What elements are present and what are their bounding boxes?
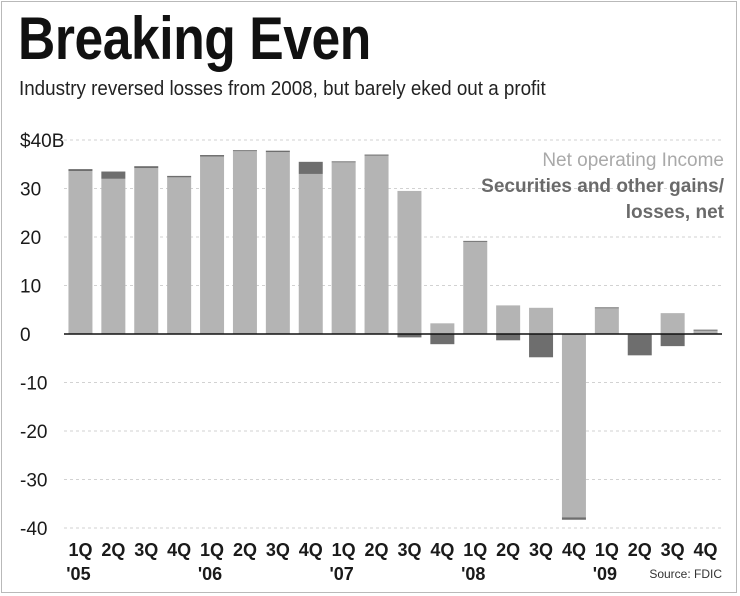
bar-securities-gains-losses	[430, 334, 455, 345]
bar-securities-gains-losses	[331, 161, 356, 163]
bar-net-operating-income	[660, 313, 685, 334]
bar-securities-gains-losses	[627, 334, 652, 356]
bar-net-operating-income	[594, 308, 619, 334]
x-tick-label: 3Q	[266, 540, 290, 560]
x-year-label: '06	[198, 564, 222, 584]
chart-subtitle: Industry reversed losses from 2008, but …	[19, 78, 546, 100]
y-tick-label: -10	[20, 374, 47, 395]
legend-net-operating-income: Net operating Income	[542, 150, 724, 171]
bar-securities-gains-losses	[496, 334, 521, 341]
y-tick-label: 0	[20, 325, 31, 346]
bar-net-operating-income	[430, 323, 455, 334]
x-tick-label: 1Q	[68, 540, 92, 560]
bar-securities-gains-losses	[529, 334, 554, 358]
bar-net-operating-income	[496, 305, 521, 334]
bar-securities-gains-losses	[101, 171, 126, 179]
bar-net-operating-income	[265, 152, 290, 334]
y-tick-label: -20	[20, 422, 47, 443]
x-tick-label: 3Q	[397, 540, 421, 560]
x-tick-label: 1Q	[463, 540, 487, 560]
y-tick-label: $40B	[20, 131, 64, 152]
x-tick-label: 3Q	[134, 540, 158, 560]
bar-net-operating-income	[693, 330, 718, 334]
x-tick-label: 4Q	[430, 540, 454, 560]
bar-net-operating-income	[101, 178, 126, 334]
legend: Net operating Income Securities and othe…	[481, 148, 724, 226]
bar-securities-gains-losses	[167, 175, 192, 178]
bar-net-operating-income	[331, 162, 356, 334]
bar-securities-gains-losses	[397, 334, 422, 338]
bar-securities-gains-losses	[232, 150, 257, 152]
bar-net-operating-income	[232, 151, 257, 334]
bar-net-operating-income	[364, 155, 389, 334]
x-tick-label: 4Q	[694, 540, 718, 560]
bar-net-operating-income	[200, 156, 225, 334]
bar-securities-gains-losses	[68, 169, 93, 172]
bar-securities-gains-losses	[660, 334, 685, 347]
legend-securities-gains-line2: losses, net	[625, 202, 724, 223]
x-tick-label: 2Q	[233, 540, 257, 560]
legend-securities-gains-line1: Securities and other gains/	[481, 176, 724, 197]
bar-net-operating-income	[134, 168, 159, 334]
y-tick-label: -40	[20, 519, 47, 540]
y-tick-label: -30	[20, 471, 47, 492]
bar-securities-gains-losses	[134, 166, 159, 169]
x-year-label: '08	[461, 564, 485, 584]
bar-securities-gains-losses	[265, 150, 290, 153]
x-tick-label: 1Q	[332, 540, 356, 560]
x-tick-label: 2Q	[101, 540, 125, 560]
bar-securities-gains-losses	[463, 240, 488, 242]
y-tick-label: 10	[20, 277, 41, 298]
x-year-label: '05	[66, 564, 90, 584]
x-tick-label: 1Q	[200, 540, 224, 560]
y-tick-label: 30	[20, 180, 41, 201]
bar-securities-gains-losses	[298, 161, 323, 174]
x-tick-label: 4Q	[562, 540, 586, 560]
x-tick-label: 2Q	[628, 540, 652, 560]
bar-net-operating-income	[463, 241, 488, 334]
x-tick-label: 4Q	[167, 540, 191, 560]
source-note: Source: FDIC	[649, 567, 722, 581]
y-tick-label: 20	[20, 228, 41, 249]
x-year-label: '07	[329, 564, 353, 584]
x-tick-label: 2Q	[365, 540, 389, 560]
bar-net-operating-income	[68, 171, 93, 334]
bar-securities-gains-losses	[364, 154, 389, 156]
bar-securities-gains-losses	[594, 307, 619, 309]
bar-net-operating-income	[298, 173, 323, 334]
x-tick-label: 4Q	[299, 540, 323, 560]
x-tick-label: 3Q	[529, 540, 553, 560]
x-tick-label: 1Q	[595, 540, 619, 560]
x-tick-label: 3Q	[661, 540, 685, 560]
bar-net-operating-income	[167, 177, 192, 334]
bar-net-operating-income	[397, 190, 422, 334]
bar-net-operating-income	[529, 307, 554, 334]
bar-securities-gains-losses	[561, 517, 586, 520]
chart-title: Breaking Even	[18, 5, 371, 72]
bar-net-operating-income	[561, 334, 586, 518]
bar-securities-gains-losses	[200, 155, 225, 157]
x-tick-label: 2Q	[496, 540, 520, 560]
bar-securities-gains-losses	[693, 329, 718, 331]
x-year-label: '09	[593, 564, 617, 584]
